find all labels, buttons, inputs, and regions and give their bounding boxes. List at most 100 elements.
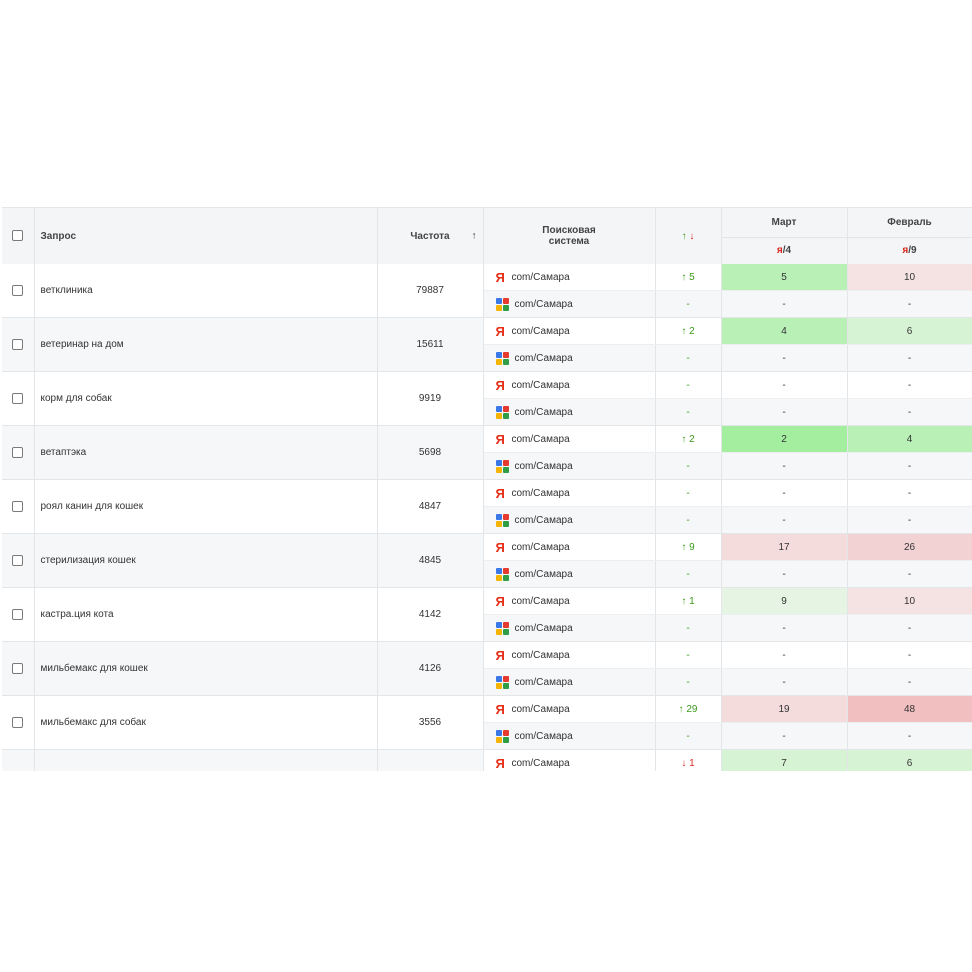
engine-cell-google: com/Самара xyxy=(483,722,656,750)
frequency-cell: 4847 xyxy=(377,479,484,534)
table-row[interactable]: com/Самара - - - xyxy=(2,614,972,642)
google-icon xyxy=(495,513,509,527)
table-row[interactable]: com/Самара - - - xyxy=(2,506,972,534)
frequency-column-header[interactable]: Частота ↑ xyxy=(377,208,484,264)
row-checkbox[interactable] xyxy=(12,446,24,458)
march-position-cell: - xyxy=(721,344,848,372)
february-position-cell: - xyxy=(847,452,972,480)
row-checkbox[interactable] xyxy=(12,716,24,728)
sort-arrow-icon[interactable]: ↑ xyxy=(471,230,477,242)
row-checkbox[interactable] xyxy=(12,284,24,296)
row-checkbox[interactable] xyxy=(12,554,24,566)
trend-cell: - xyxy=(655,722,722,750)
yandex-icon: Я xyxy=(495,323,505,339)
march-position-cell: - xyxy=(721,641,848,669)
february-position-cell: - xyxy=(847,722,972,750)
february-position-cell: 26 xyxy=(847,533,972,561)
engine-label: com/Самара xyxy=(514,460,573,472)
table-row[interactable]: com/Самара - - - xyxy=(2,398,972,426)
february-position-cell: - xyxy=(847,479,972,507)
trend-cell: ↑ 29 xyxy=(655,695,722,723)
query-cell: кастра.ция кота xyxy=(34,587,378,642)
row-checkbox[interactable] xyxy=(12,392,24,404)
row-checkbox-cell xyxy=(2,749,35,771)
google-icon xyxy=(495,459,509,473)
table-row[interactable]: com/Самара - - - xyxy=(2,452,972,480)
frequency-cell: 15611 xyxy=(377,317,484,372)
frequency-cell: 5698 xyxy=(377,425,484,480)
table-row[interactable]: com/Самара - - - xyxy=(2,290,972,318)
row-checkbox[interactable] xyxy=(12,500,24,512)
query-cell: мильбемакс для собак xyxy=(34,695,378,750)
query-header-label: Запрос xyxy=(40,230,77,242)
query-cell: ветаптэка xyxy=(34,425,378,480)
march-position-cell: - xyxy=(721,560,848,588)
engine-cell-google: com/Самара xyxy=(483,290,656,318)
trend-up-icon: ↑ xyxy=(681,230,687,242)
february-position-cell: 6 xyxy=(847,749,972,771)
engine-label: com/Самара xyxy=(514,622,573,634)
february-position-cell: 4 xyxy=(847,425,972,453)
google-icon xyxy=(495,567,509,581)
row-checkbox-cell xyxy=(2,317,35,372)
trend-cell: ↑ 2 xyxy=(655,425,722,453)
engine-header-line2: система xyxy=(548,236,590,247)
table-row[interactable]: com/Самара - - - xyxy=(2,722,972,750)
row-checkbox[interactable] xyxy=(12,662,24,674)
table-row[interactable]: com/Самара - - - xyxy=(2,344,972,372)
february-position-cell: - xyxy=(847,506,972,534)
query-cell: роял канин для кошек xyxy=(34,479,378,534)
row-checkbox[interactable] xyxy=(12,338,24,350)
row-checkbox-cell xyxy=(2,371,35,426)
february-sub-count: /9 xyxy=(908,245,917,257)
query-cell: ветклиника xyxy=(34,264,378,318)
february-position-cell: - xyxy=(847,398,972,426)
yandex-icon: Я xyxy=(495,701,505,717)
trend-column-header[interactable]: ↑ ↓ xyxy=(655,208,722,264)
engine-label: com/Самара xyxy=(514,514,573,526)
march-position-cell: 2 xyxy=(721,425,848,453)
frequency-cell: 4142 xyxy=(377,587,484,642)
february-position-cell: - xyxy=(847,560,972,588)
table-row[interactable]: com/Самара - - - xyxy=(2,668,972,696)
table-row[interactable]: com/Самара - - - xyxy=(2,560,972,588)
query-column-header[interactable]: Запрос xyxy=(34,208,378,264)
trend-cell: ↑ 1 xyxy=(655,587,722,615)
engine-label: com/Самара xyxy=(514,568,573,580)
march-position-cell: 7 xyxy=(721,749,848,771)
engine-cell-google: com/Самара xyxy=(483,506,656,534)
google-icon xyxy=(495,729,509,743)
trend-cell: - xyxy=(655,398,722,426)
march-position-cell: - xyxy=(721,398,848,426)
february-position-cell: - xyxy=(847,290,972,318)
march-position-cell: 17 xyxy=(721,533,848,561)
engine-label: com/Самара xyxy=(511,649,570,661)
trend-cell: - xyxy=(655,668,722,696)
engine-label: com/Самара xyxy=(511,541,570,553)
engine-label: com/Самара xyxy=(514,406,573,418)
rankings-table: Запрос Частота ↑ Поисковая система ↑ ↓ М… xyxy=(2,207,972,771)
row-checkbox[interactable] xyxy=(12,608,24,620)
yandex-icon: Я xyxy=(495,647,505,663)
yandex-icon: Я xyxy=(495,485,505,501)
trend-cell: - xyxy=(655,641,722,669)
march-position-cell: 5 xyxy=(721,264,848,291)
select-all-checkbox[interactable] xyxy=(12,230,24,242)
frequency-cell: 79887 xyxy=(377,264,484,318)
engine-cell-google: com/Самара xyxy=(483,452,656,480)
row-checkbox-cell xyxy=(2,264,35,318)
